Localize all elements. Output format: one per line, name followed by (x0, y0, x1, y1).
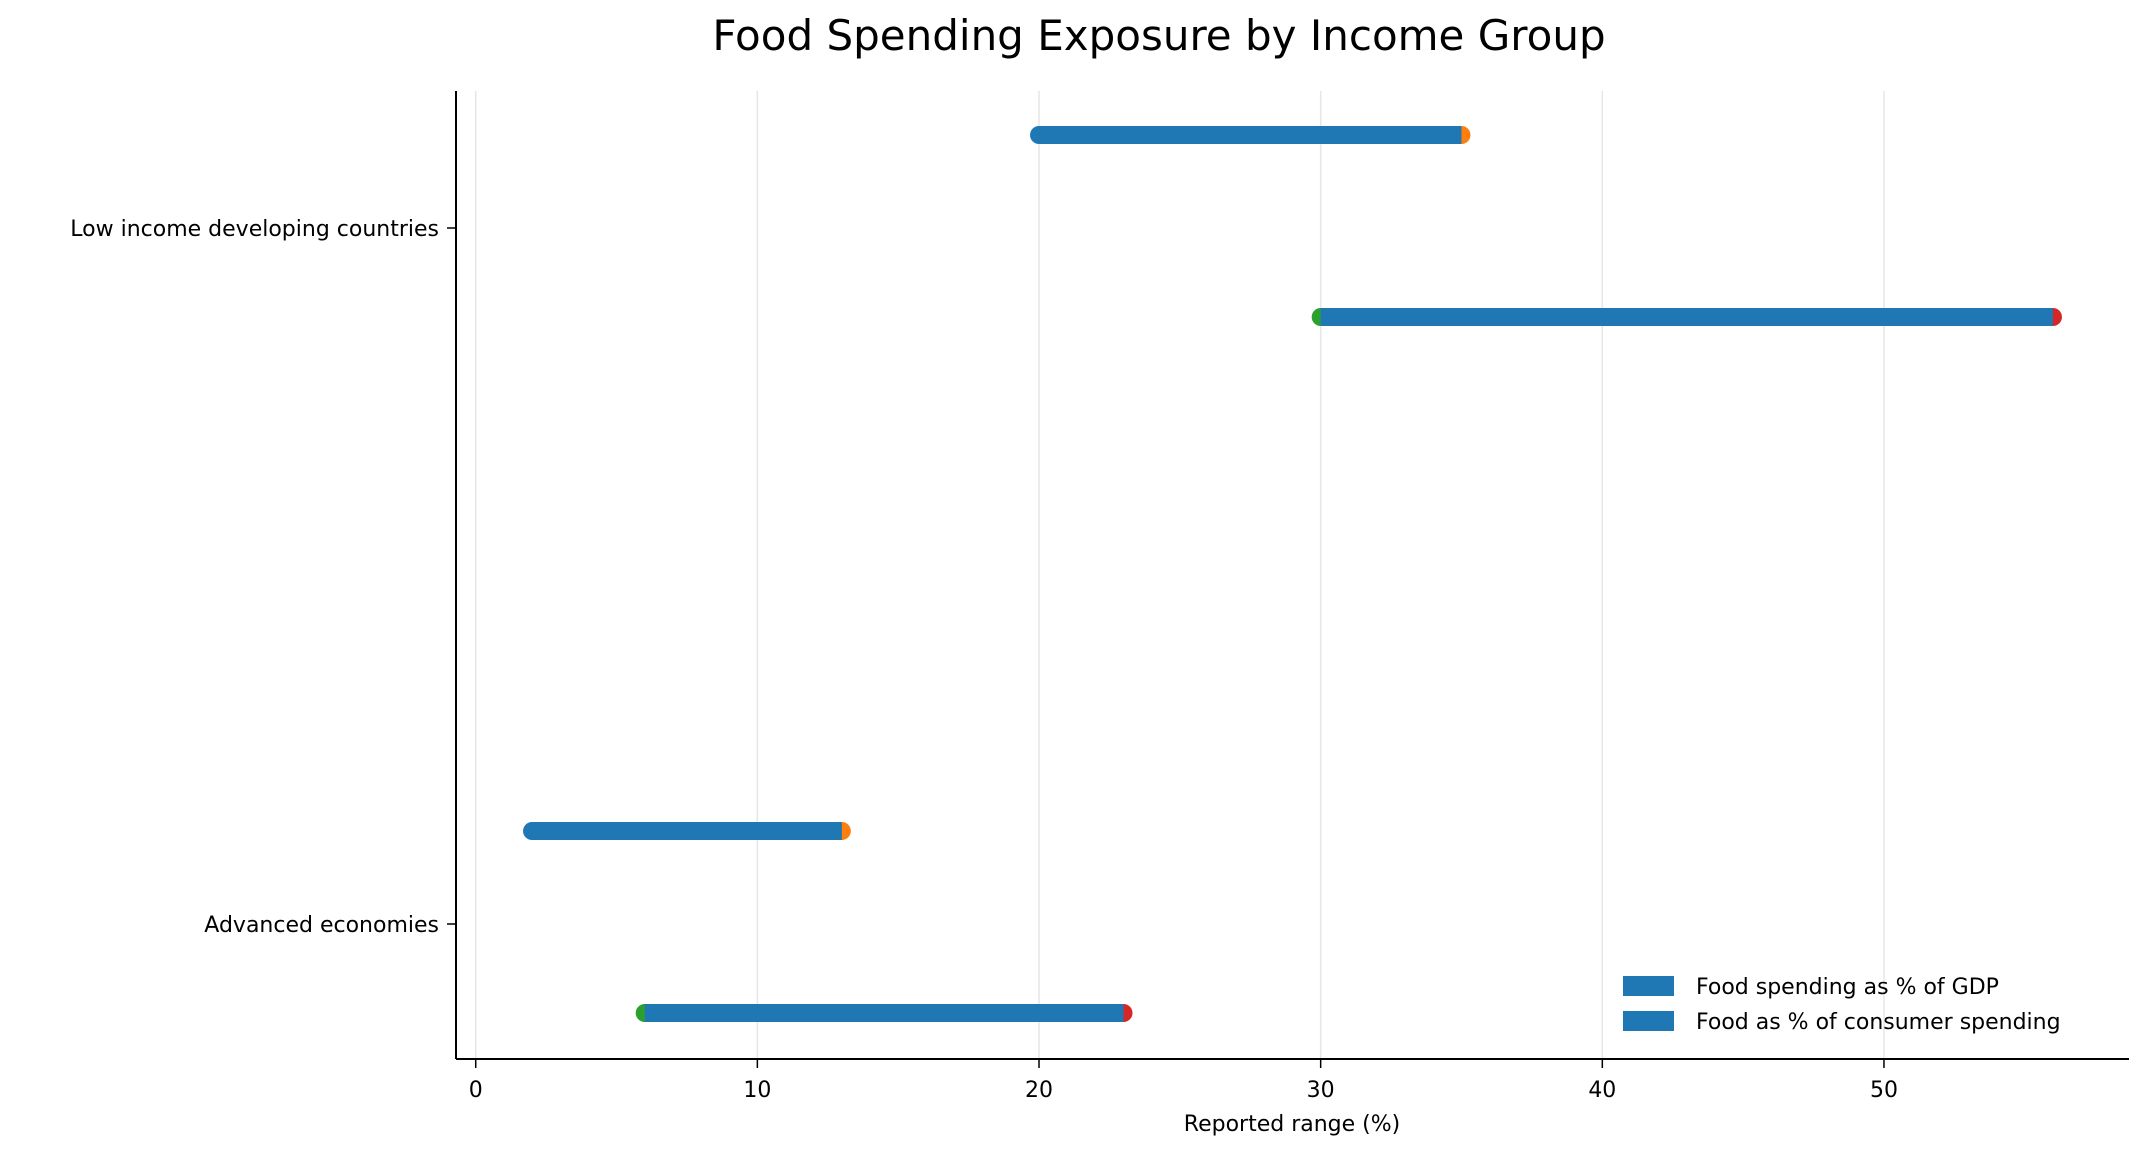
x-tick-label: 0 (469, 1078, 483, 1103)
y-ticks: Low income developing countries Advanced … (70, 217, 456, 938)
x-tick-label: 10 (743, 1078, 771, 1103)
axes (455, 91, 2129, 1060)
chart-title: Food Spending Exposure by Income Group (712, 11, 1605, 60)
legend-swatch (1623, 976, 1674, 996)
x-tick-label: 20 (1025, 1078, 1053, 1103)
x-tick-label: 50 (1870, 1078, 1898, 1103)
x-ticks: 0 10 20 30 40 50 (469, 1059, 1898, 1103)
x-axis-label: Reported range (%) (1184, 1112, 1400, 1137)
legend-label: Food as % of consumer spending (1696, 1010, 2061, 1035)
legend: Food spending as % of GDP Food as % of co… (1623, 975, 2061, 1035)
x-tick-label: 40 (1588, 1078, 1616, 1103)
legend-swatch (1623, 1011, 1674, 1031)
y-tick-label: Low income developing countries (70, 217, 439, 242)
y-tick-label: Advanced economies (204, 913, 439, 938)
x-tick-label: 30 (1307, 1078, 1335, 1103)
grid (474, 91, 1885, 1059)
legend-label: Food spending as % of GDP (1696, 975, 1999, 1000)
range-bars (523, 126, 2062, 1022)
